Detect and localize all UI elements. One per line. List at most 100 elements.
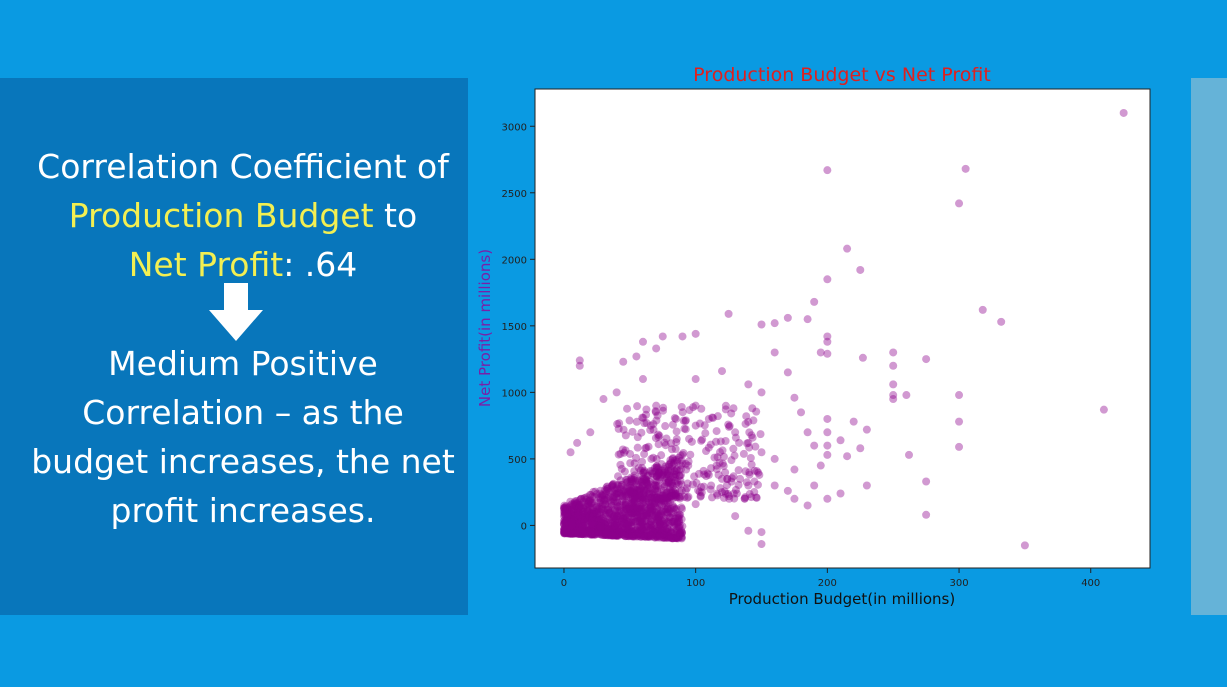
scatter-point (639, 498, 648, 507)
scatter-point (631, 526, 640, 535)
scatter-point (563, 526, 572, 535)
scatter-point (560, 527, 569, 536)
scatter-point (646, 466, 655, 475)
scatter-point (593, 515, 602, 524)
scatter-point (667, 480, 676, 489)
scatter-point (578, 523, 587, 532)
scatter-point (625, 505, 634, 514)
scatter-point (606, 509, 615, 518)
scatter-point (584, 527, 593, 536)
scatter-point (631, 517, 640, 526)
scatter-point (561, 509, 570, 518)
scatter-point (604, 531, 613, 540)
scatter-point (574, 515, 583, 524)
scatter-point (661, 497, 670, 506)
scatter-point (667, 479, 676, 488)
scatter-point (627, 509, 636, 518)
scatter-point (572, 500, 581, 509)
scatter-point (654, 511, 663, 520)
scatter-point (665, 519, 674, 528)
scatter-point (561, 506, 570, 515)
scatter-point (647, 520, 656, 529)
scatter-point (578, 512, 587, 521)
scatter-point (588, 512, 597, 521)
scatter-point (627, 527, 636, 536)
scatter-point (623, 475, 632, 484)
scatter-point (653, 513, 662, 522)
scatter-point (568, 521, 577, 530)
scatter-point (596, 493, 605, 502)
scatter-point (613, 512, 622, 521)
scatter-point (647, 531, 656, 540)
scatter-point (621, 500, 630, 509)
scatter-point (576, 504, 585, 513)
scatter-point (572, 496, 581, 505)
scatter-point (605, 508, 614, 517)
scatter-point (724, 422, 733, 431)
scatter-point (579, 526, 588, 535)
scatter-point (653, 510, 662, 519)
scatter-point (670, 470, 679, 479)
scatter-point (586, 509, 595, 518)
scatter-point (571, 520, 580, 529)
scatter-point (560, 529, 569, 538)
scatter-point (571, 529, 580, 538)
scatter-point (637, 512, 646, 521)
scatter-point (652, 513, 661, 522)
scatter-point (592, 520, 601, 529)
scatter-point (648, 529, 657, 538)
scatter-point (569, 529, 578, 538)
scatter-point (955, 417, 964, 426)
scatter-point (567, 529, 576, 538)
scatter-point (608, 524, 617, 533)
scatter-point (586, 530, 595, 539)
scatter-point (770, 481, 779, 490)
scatter-point (653, 507, 662, 516)
scatter-point (649, 480, 658, 489)
scatter-point (622, 520, 631, 529)
scatter-point (622, 532, 631, 541)
scatter-point (757, 528, 766, 537)
scatter-point (613, 511, 622, 520)
scatter-point (574, 507, 583, 516)
scatter-point (571, 519, 580, 528)
scatter-point (675, 471, 684, 480)
scatter-point (642, 511, 651, 520)
scatter-point (602, 494, 611, 503)
scatter-point (745, 468, 754, 477)
scatter-point (636, 517, 645, 526)
scatter-point (646, 525, 655, 534)
scatter-point (632, 352, 641, 361)
scatter-point (633, 531, 642, 540)
scatter-point (562, 516, 571, 525)
scatter-point (633, 523, 642, 532)
scatter-point (708, 493, 717, 502)
scatter-point (676, 492, 685, 501)
scatter-point (640, 468, 649, 477)
scatter-point (657, 500, 666, 509)
scatter-point (646, 426, 655, 435)
scatter-point (667, 487, 676, 496)
scatter-point (630, 474, 639, 483)
scatter-point (593, 511, 602, 520)
scatter-point (663, 505, 672, 514)
scatter-point (569, 528, 578, 537)
scatter-point (629, 488, 638, 497)
scatter-point (676, 470, 685, 479)
scatter-point (598, 527, 607, 536)
scatter-point (641, 497, 650, 506)
scatter-point (583, 506, 592, 515)
scatter-point (564, 526, 573, 535)
scatter-point (631, 517, 640, 526)
scatter-point (651, 481, 660, 490)
scatter-point (647, 523, 656, 532)
headline-line3: Net Profit: .64 (0, 240, 486, 289)
scatter-point (619, 530, 628, 539)
scatter-point (563, 517, 572, 526)
scatter-point (578, 528, 587, 537)
scatter-point (690, 472, 699, 481)
scatter-point (607, 501, 616, 510)
scatter-point (610, 521, 619, 530)
scatter-point (656, 485, 665, 494)
scatter-point (601, 500, 610, 509)
